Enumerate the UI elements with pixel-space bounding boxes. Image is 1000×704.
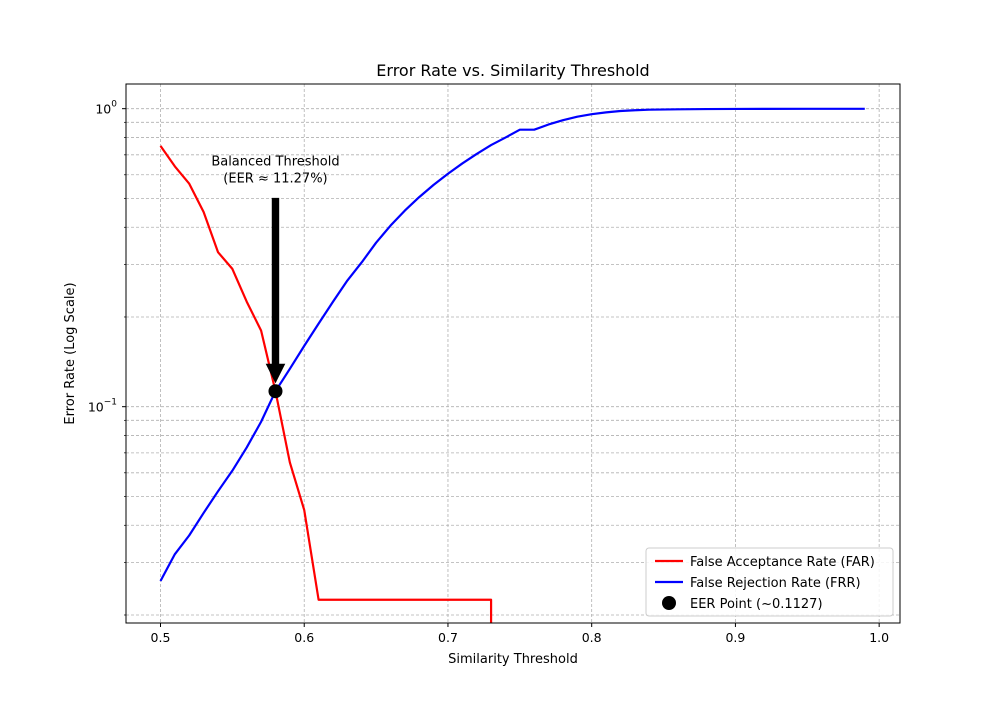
chart-title: Error Rate vs. Similarity Threshold — [376, 61, 649, 80]
annotation-arrow — [265, 197, 286, 384]
annotation: Balanced Threshold (EER ≈ 11.27%) — [211, 154, 340, 384]
y-tick-label: 10−1 — [88, 398, 117, 415]
x-tick-label: 0.6 — [294, 630, 314, 645]
y-tick-base: 10 — [88, 400, 104, 415]
grid — [126, 84, 900, 623]
legend-label: False Acceptance Rate (FAR) — [690, 555, 875, 570]
frr-line — [159, 107, 865, 582]
x-tick-label: 0.8 — [582, 630, 602, 645]
eer-point-marker — [268, 384, 283, 399]
legend-box — [645, 547, 894, 617]
annotation-text-line: Balanced Threshold — [211, 154, 339, 169]
y-axis-label: Error Rate (Log Scale) — [63, 282, 78, 424]
legend-item: False Acceptance Rate (FAR) — [655, 555, 875, 570]
y-tick-base: 10 — [95, 102, 111, 117]
x-tick-label: 0.7 — [438, 630, 458, 645]
x-tick-label: 1.0 — [869, 630, 889, 645]
y-tick-exponent: 0 — [111, 100, 117, 110]
annotation-text-line: (EER ≈ 11.27%) — [223, 171, 327, 186]
x-tick-label: 0.5 — [151, 630, 171, 645]
legend: False Acceptance Rate (FAR) False Rejecti… — [645, 547, 894, 617]
x-tick-label: 0.9 — [725, 630, 745, 645]
legend-label: EER Point (~0.1127) — [690, 597, 823, 612]
y-tick-label: 100 — [95, 100, 117, 117]
legend-label: False Rejection Rate (FRR) — [690, 576, 861, 591]
x-axis-label: Similarity Threshold — [448, 652, 578, 667]
plot-frame — [125, 83, 901, 624]
legend-item: EER Point (~0.1127) — [662, 596, 823, 612]
marker-layer — [268, 384, 283, 399]
legend-item: False Rejection Rate (FRR) — [655, 576, 861, 591]
y-tick-exponent: −1 — [104, 398, 117, 408]
legend-marker-swatch — [662, 596, 676, 610]
